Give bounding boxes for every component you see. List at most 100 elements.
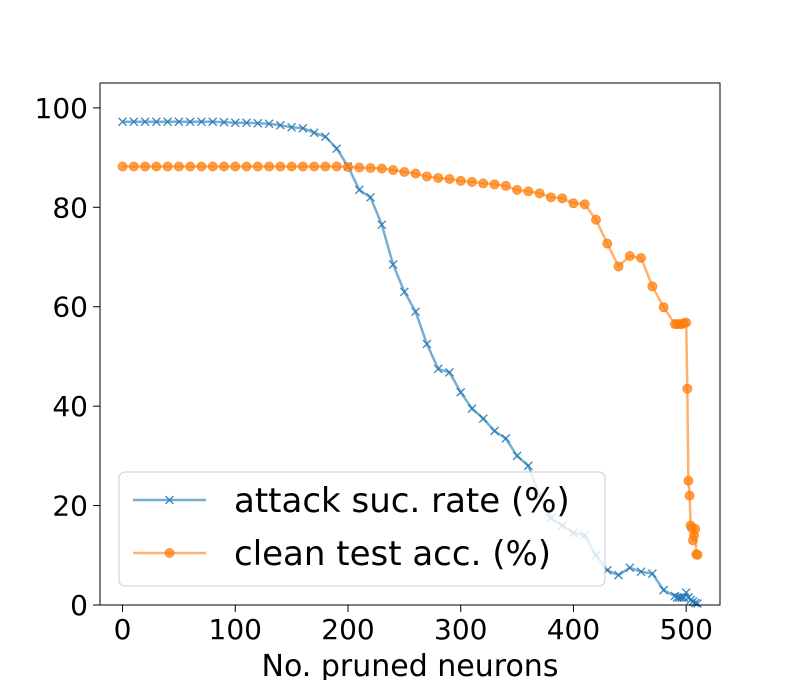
data-point	[456, 387, 466, 397]
series-clean-test-accuracy	[117, 161, 703, 560]
data-point	[523, 186, 534, 197]
x-tick-label: 300	[434, 613, 487, 646]
data-point	[489, 179, 500, 190]
data-point	[455, 175, 466, 186]
data-point	[366, 192, 376, 202]
data-point	[173, 161, 184, 172]
data-point	[467, 176, 477, 187]
data-point	[287, 122, 297, 132]
y-axis-ticks: 0 20 40 60 80 100	[35, 92, 100, 622]
legend-marker	[164, 548, 175, 558]
x-axis-label: No. pruned neurons	[262, 649, 559, 680]
x-axis-ticks: 0 100 200 300 400 500	[114, 605, 713, 646]
data-point	[557, 193, 568, 204]
x-tick-label: 500	[659, 613, 712, 646]
data-point	[163, 117, 173, 127]
data-point	[692, 599, 702, 609]
data-point	[207, 161, 218, 172]
data-point	[388, 165, 399, 175]
data-point	[354, 185, 364, 195]
data-point	[684, 490, 695, 501]
series-attack-success-rate	[118, 117, 702, 609]
data-point	[241, 161, 252, 172]
y-tick-label: 40	[52, 390, 88, 423]
data-point	[252, 161, 263, 172]
y-tick-label: 80	[52, 191, 88, 224]
data-point	[286, 161, 297, 172]
data-point	[118, 117, 128, 127]
data-point	[230, 118, 240, 128]
x-tick-label: 200	[321, 613, 374, 646]
data-point	[208, 117, 218, 127]
data-point	[411, 307, 421, 317]
data-point	[185, 117, 195, 127]
data-point	[242, 118, 252, 128]
data-point	[219, 161, 229, 172]
data-point	[196, 161, 207, 172]
legend-marker	[165, 495, 174, 505]
y-tick-label: 0	[70, 589, 88, 622]
legend-entries: attack suc. rate (%) clean test acc. (%)	[133, 481, 570, 574]
data-point	[174, 117, 184, 127]
data-point	[523, 461, 533, 471]
data-point	[117, 161, 128, 172]
data-point	[298, 123, 308, 133]
data-point	[690, 523, 701, 534]
data-point	[602, 238, 613, 249]
data-point	[501, 433, 511, 443]
data-point	[636, 252, 647, 263]
legend-label: clean test acc. (%)	[234, 534, 551, 574]
data-point	[500, 180, 511, 191]
legend: attack suc. rate (%) clean test acc. (%)	[118, 471, 606, 587]
data-point	[625, 563, 635, 573]
data-point	[275, 161, 286, 172]
data-point	[376, 163, 387, 174]
data-point	[658, 302, 669, 313]
legend-label: attack suc. rate (%)	[234, 481, 570, 521]
data-point	[613, 261, 624, 272]
data-point	[433, 172, 444, 183]
data-point	[354, 162, 365, 173]
data-point	[444, 367, 454, 377]
data-point	[309, 128, 319, 138]
data-point	[309, 161, 320, 172]
data-point	[545, 192, 556, 203]
data-point	[162, 161, 173, 172]
data-point	[467, 404, 477, 414]
data-point	[388, 259, 398, 269]
data-point	[399, 287, 409, 297]
y-tick-label: 100	[35, 92, 88, 125]
data-point	[421, 171, 432, 182]
data-point	[140, 161, 151, 172]
data-point	[129, 117, 139, 127]
data-point	[343, 162, 353, 173]
data-point	[196, 117, 206, 127]
data-point	[681, 317, 692, 328]
data-point	[512, 184, 523, 195]
data-point	[140, 117, 150, 127]
legend-box	[118, 471, 606, 587]
data-point	[219, 117, 229, 127]
data-point	[659, 585, 669, 595]
plot-frame	[99, 82, 721, 606]
data-point	[534, 188, 545, 199]
data-point	[128, 161, 139, 172]
data-point	[331, 161, 342, 172]
y-tick-label: 60	[52, 291, 88, 324]
data-point	[230, 161, 241, 172]
data-point	[422, 339, 432, 349]
data-point	[365, 163, 376, 174]
x-tick-label: 400	[547, 613, 600, 646]
data-point	[264, 119, 274, 129]
data-point	[682, 383, 693, 394]
data-point	[624, 251, 635, 262]
x-tick-label: 100	[209, 613, 262, 646]
data-point	[444, 173, 455, 184]
data-point	[185, 161, 196, 172]
data-point	[275, 120, 285, 130]
data-point	[591, 214, 601, 225]
data-point	[690, 598, 700, 608]
data-point	[478, 414, 488, 424]
series-layer	[117, 117, 703, 609]
data-point	[332, 144, 342, 154]
